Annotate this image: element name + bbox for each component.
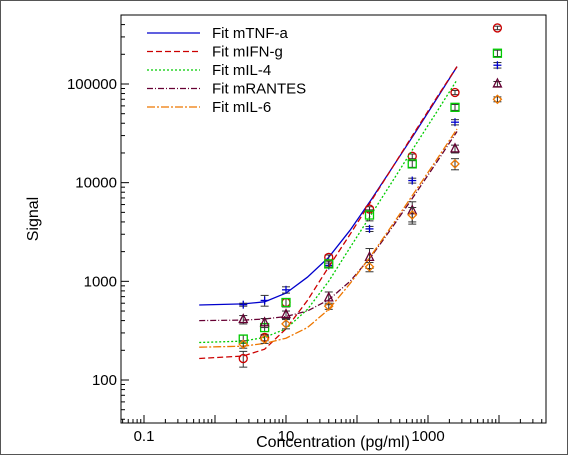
- data-point: [364, 250, 375, 261]
- fit-curve: [199, 79, 458, 344]
- data-point: [238, 353, 248, 364]
- data-point: [492, 23, 503, 33]
- data-point: [259, 316, 270, 327]
- tick-layer: 0.1 10 1000 100 1000 10000 100000: [67, 14, 543, 445]
- data-point: [407, 210, 418, 220]
- x-tick-label: 0.1: [134, 428, 155, 445]
- fit-curve: [199, 66, 458, 360]
- legend-label: Fit mIFN-g: [212, 44, 283, 61]
- legend-label: Fit mTNF-a: [212, 25, 288, 42]
- x-tick-label: 1000: [411, 428, 444, 445]
- y-tick-label: 100000: [67, 76, 117, 93]
- data-point: [449, 142, 461, 153]
- legend-label: Fit mRANTES: [212, 81, 306, 98]
- plot-area-frame: [120, 14, 547, 424]
- data-point: [450, 87, 460, 98]
- data-point: [364, 210, 375, 220]
- data-point: [407, 159, 417, 169]
- data-point: [238, 339, 249, 350]
- legend-label: Fit mIL-4: [212, 62, 271, 79]
- data-point: [238, 313, 249, 324]
- y-axis-label: Signal: [25, 197, 42, 241]
- data-point: [323, 301, 334, 312]
- series-4: [199, 94, 503, 350]
- y-tick-label: 10000: [75, 175, 117, 192]
- y-tick-label: 1000: [84, 273, 117, 290]
- data-point: [364, 261, 375, 272]
- series-layer: [199, 23, 503, 368]
- x-tick-label: 10: [278, 428, 295, 445]
- x-axis-label: Concentration (pg/ml): [256, 434, 410, 451]
- series-1: [199, 23, 503, 368]
- data-point: [323, 291, 334, 302]
- data-point: [450, 158, 460, 169]
- data-point: [280, 308, 292, 319]
- legend-label: Fit mIL-6: [212, 99, 271, 116]
- data-point: [324, 259, 334, 269]
- data-point: [281, 297, 291, 308]
- data-point: [281, 319, 291, 329]
- y-tick-label: 100: [92, 372, 117, 389]
- data-point: [492, 94, 503, 105]
- data-point: [259, 334, 270, 344]
- data-point: [450, 102, 460, 112]
- data-point: [492, 77, 503, 88]
- fit-curve: [199, 131, 458, 322]
- fit-curve: [199, 66, 458, 306]
- data-point: [492, 48, 503, 58]
